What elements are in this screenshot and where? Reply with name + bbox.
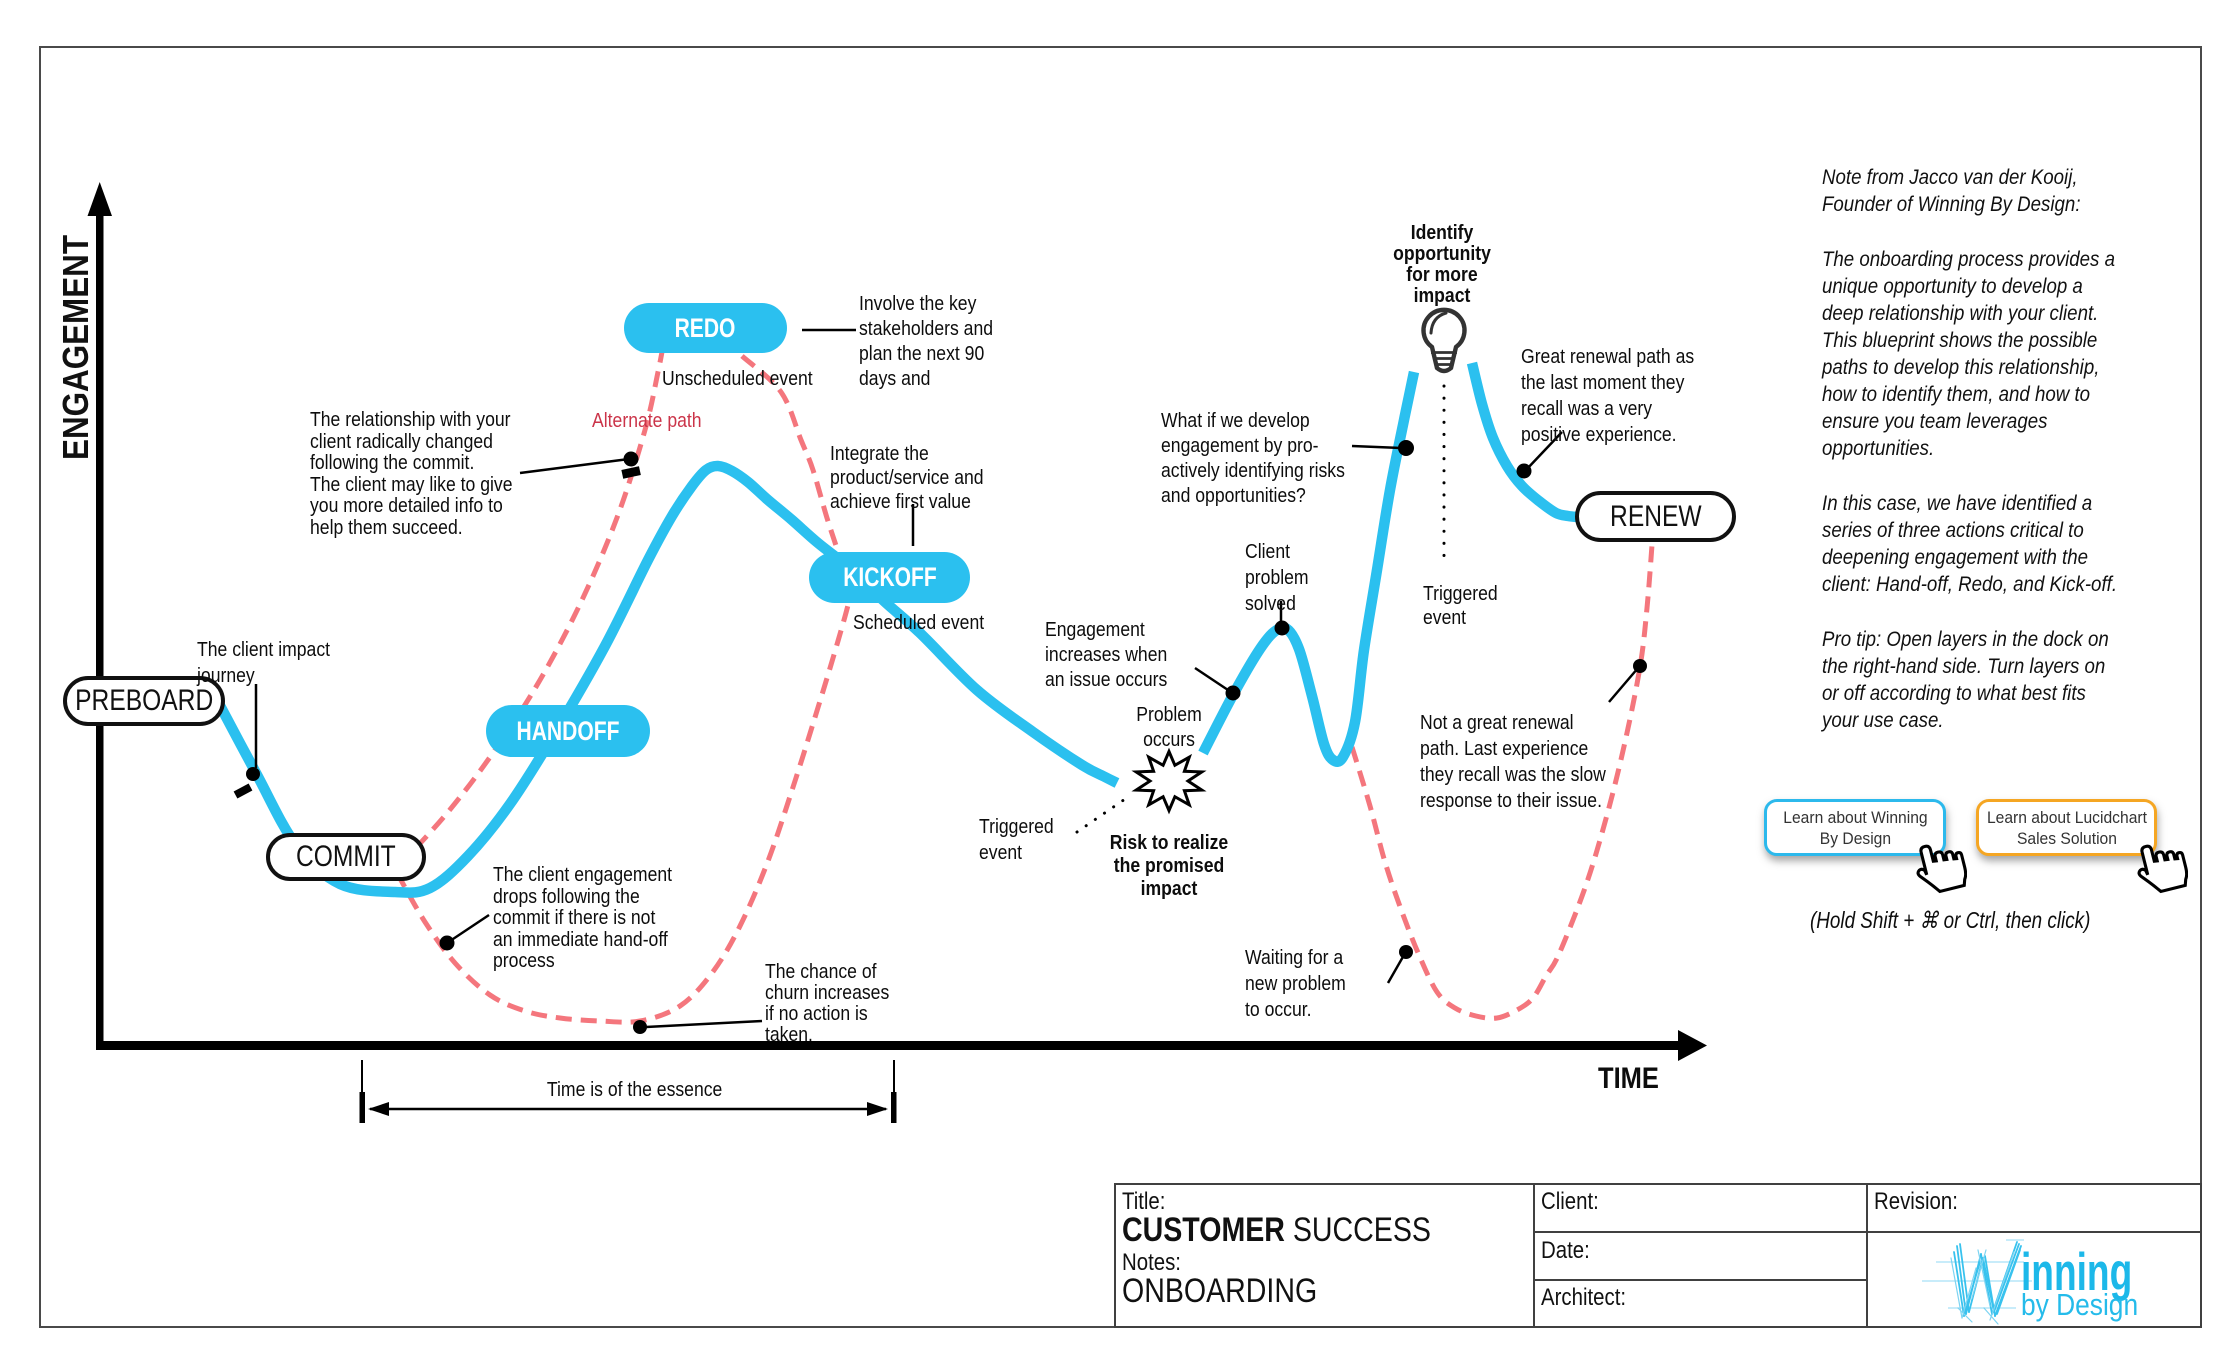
svg-text:ENGAGEMENT: ENGAGEMENT: [55, 235, 96, 460]
svg-text:by Design: by Design: [2021, 1288, 2138, 1322]
svg-text:inning: inning: [2021, 1242, 2132, 1301]
